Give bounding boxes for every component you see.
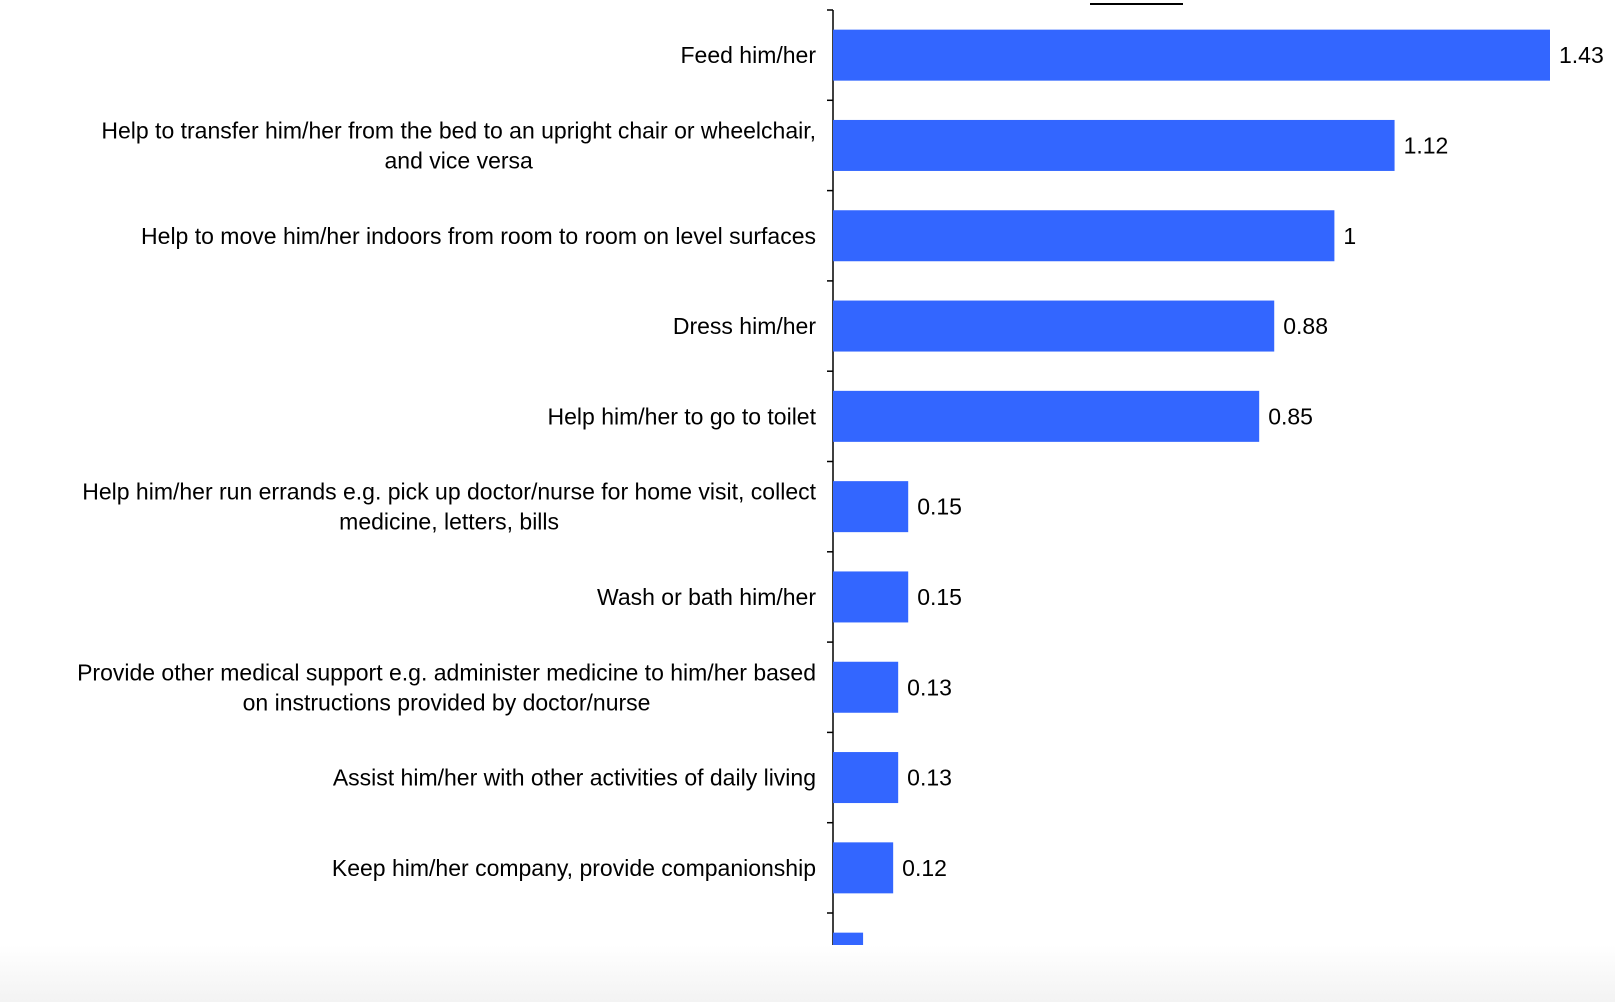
bottom-fade-overlay: [0, 945, 1615, 1002]
bars: [833, 29, 1550, 984]
bar-value-label: 0.15: [917, 494, 962, 520]
bar: [833, 300, 1275, 352]
category-label: Keep him/her company, provide companions…: [332, 855, 816, 881]
value-labels: 1.431.1210.880.850.150.150.130.130.120.0…: [872, 42, 1604, 971]
bar-value-label: 0.15: [917, 584, 962, 610]
bar: [833, 842, 894, 894]
bar: [833, 571, 909, 623]
bar-value-label: 0.13: [907, 765, 952, 791]
bar: [833, 29, 1550, 81]
category-label: Feed him/her: [680, 42, 816, 68]
y-axis: [827, 9, 834, 1002]
category-label: Help him/her to go to toilet: [548, 403, 817, 429]
bar-value-label: 0.13: [907, 674, 952, 700]
bar-value-label: 1.43: [1559, 42, 1604, 68]
bar: [833, 210, 1335, 262]
category-label: Dress him/her: [673, 313, 816, 339]
bar: [833, 752, 899, 804]
category-label: Assist him/her with other activities of …: [333, 765, 816, 791]
category-label: Help to transfer him/her from the bed to…: [101, 117, 816, 173]
bar-value-label: 1: [1343, 223, 1356, 249]
category-label: Wash or bath him/her: [597, 584, 816, 610]
bar: [833, 119, 1395, 171]
category-label: Provide other medical support e.g. admin…: [77, 659, 816, 715]
bar-value-label: 0.88: [1283, 313, 1328, 339]
category-labels: Feed him/her Help to transfer him/her fro…: [77, 42, 817, 971]
bar: [833, 390, 1260, 442]
bar-value-label: 0.12: [902, 855, 947, 881]
bar-value-label: 1.12: [1404, 132, 1449, 158]
bar-value-label: 0.85: [1268, 403, 1313, 429]
bar: [833, 481, 909, 533]
category-label: Help to move him/her indoors from room t…: [141, 223, 816, 249]
category-label: Help him/her run errands e.g. pick up do…: [82, 479, 816, 535]
bar: [833, 661, 899, 713]
